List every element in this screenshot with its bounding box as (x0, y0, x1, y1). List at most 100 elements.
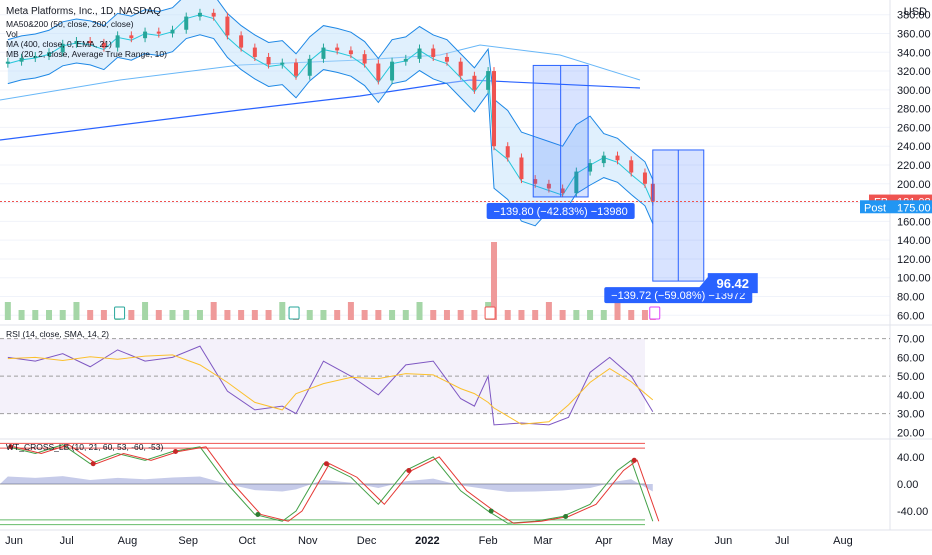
volume-bar (4, 302, 11, 320)
wt-cross-pane (0, 442, 660, 526)
wt-cross-dot (563, 513, 569, 519)
candle-body (588, 163, 593, 172)
time-tick: Jul (775, 535, 789, 547)
wt-label: WT_CROSS_LB (10, 21, 60, 53, -60, -53) (6, 442, 163, 452)
price-tick: 320.00 (897, 66, 931, 78)
candle-body (252, 47, 257, 57)
price-tick: 200.00 (897, 179, 931, 191)
candle-body (348, 50, 353, 55)
volume-bar (306, 310, 313, 320)
candle-body (376, 63, 381, 81)
candle-body (601, 155, 606, 164)
volume-bar (196, 310, 203, 320)
candle-body (560, 188, 565, 194)
volume-bar (532, 310, 539, 320)
wt-cross-dot (323, 461, 329, 467)
volume-bars (4, 242, 661, 320)
price-tick: 60.00 (897, 310, 925, 322)
price-tick: 140.00 (897, 235, 931, 247)
volume-bar (87, 310, 94, 320)
volume-bar (361, 310, 368, 320)
rsi-tick: 40.00 (897, 390, 925, 402)
volume-bar (402, 310, 409, 320)
volume-bar (491, 242, 498, 320)
post-price-tag (860, 200, 932, 214)
volume-bar (573, 310, 580, 320)
volume-bar (430, 310, 437, 320)
candle-body (5, 61, 10, 64)
symbol-title: Meta Platforms, Inc., 1D, NASDAQ (6, 6, 161, 17)
candle-body (143, 31, 148, 39)
indicator-label: MA (400, close, 0, EMA, 21) (6, 39, 112, 49)
volume-bar (32, 310, 39, 320)
price-tick: 280.00 (897, 104, 931, 116)
earnings-marker (114, 306, 126, 320)
time-tick: Oct (238, 535, 255, 547)
candle-body (362, 54, 367, 64)
volume-bar (320, 310, 327, 320)
candle-body (266, 56, 271, 65)
candle-body (19, 57, 24, 62)
candle-body (574, 171, 579, 194)
candle-body (431, 48, 436, 57)
indicator-label: MB (20, 2, close, Average True Range, 10… (6, 49, 167, 59)
wt-cross-dot (90, 461, 96, 467)
price-tick: 380.00 (897, 10, 931, 22)
price-tick: 100.00 (897, 273, 931, 285)
volume-bar (18, 310, 25, 320)
rsi-tick: 60.00 (897, 352, 925, 364)
rsi-tick: 30.00 (897, 409, 925, 421)
volume-bar (443, 310, 450, 320)
candle-body (519, 157, 524, 180)
candle-body (225, 16, 230, 36)
price-tick: 340.00 (897, 47, 931, 59)
time-tick: Aug (118, 535, 138, 547)
wt-cross-dot (631, 457, 637, 463)
volume-bar (347, 302, 354, 320)
candle-body (403, 58, 408, 62)
volume-bar (100, 310, 107, 320)
candle-body (629, 160, 634, 173)
time-tick: Apr (595, 535, 612, 547)
wt-cross-dot (8, 444, 14, 450)
volume-bar (504, 310, 511, 320)
measurement-tools[interactable]: −139.80 (−42.83%) −13980−139.72 (−59.08%… (486, 64, 758, 304)
candle-body (280, 62, 285, 65)
time-tick: Dec (357, 535, 377, 547)
candle-body (321, 47, 326, 59)
candle-body (184, 16, 189, 30)
candle-body (492, 71, 497, 147)
time-tick: Jun (5, 535, 23, 547)
candle-body (294, 62, 299, 76)
indicator-label: MA50&200 (50, close, 200, close) (6, 19, 134, 29)
indicator-labels: Meta Platforms, Inc., 1D, NASDAQ MA50&200… (6, 6, 167, 452)
volume-bar (587, 310, 594, 320)
wt1-line (7, 444, 654, 524)
candle-body (33, 56, 38, 59)
candle-body (307, 58, 312, 76)
band-upper (7, 0, 654, 180)
wt-tick: 40.00 (897, 452, 925, 464)
candle-body (486, 71, 491, 90)
earnings-marker (288, 306, 300, 320)
candle-body (642, 172, 647, 184)
candle-body (505, 146, 510, 158)
price-tick: 240.00 (897, 141, 931, 153)
volume-bar (375, 310, 382, 320)
wt-histogram (0, 476, 653, 492)
rsi-pane (0, 338, 890, 426)
candle-body (390, 61, 395, 81)
earnings-marker (649, 306, 661, 320)
time-tick: May (652, 535, 673, 547)
price-tick: 160.00 (897, 216, 931, 228)
volume-bar (334, 310, 341, 320)
price-tick: 260.00 (897, 122, 931, 134)
price-tick: 220.00 (897, 160, 931, 172)
price-tick: 360.00 (897, 28, 931, 40)
rsi-tick: 70.00 (897, 334, 925, 346)
candle-body (458, 61, 463, 76)
time-tick: 2022 (415, 535, 439, 547)
